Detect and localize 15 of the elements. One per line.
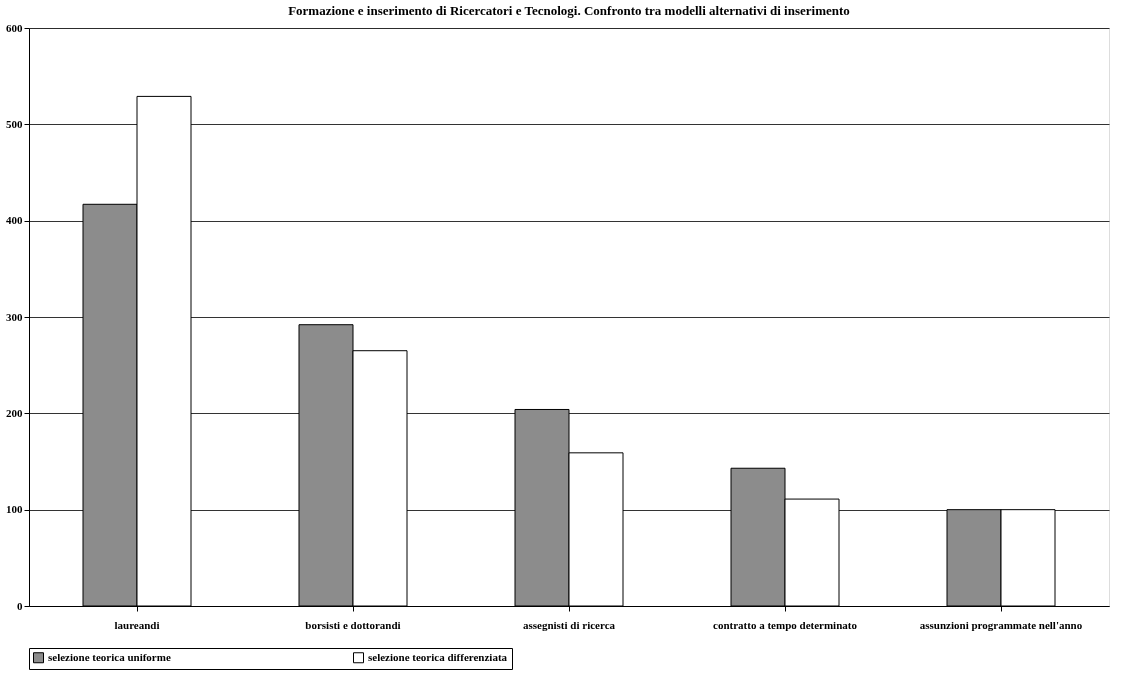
x-tick-label: laureandi	[114, 618, 160, 631]
x-tick-label: assunzioni programmate nell'anno	[919, 618, 1083, 631]
legend-label: selezione teorica uniforme	[48, 650, 171, 663]
y-tick-label: 300	[6, 310, 23, 323]
y-tick-label: 600	[6, 21, 23, 34]
legend-label: selezione teorica differenziata	[368, 650, 508, 663]
y-tick-label: 400	[6, 214, 23, 227]
x-tick-label: assegnisti di ricerca	[522, 618, 616, 631]
y-tick-label: 0	[17, 599, 23, 612]
y-tick-label: 100	[6, 503, 23, 516]
chart-title: Formazione e inserimento di Ricercatori e Tecnologi. Confronto tra modelli alternativi di inserimento	[288, 3, 850, 18]
y-tick-label: 200	[6, 406, 23, 419]
x-tick-label: contratto a tempo determinato	[713, 618, 858, 631]
y-tick-label: 500	[6, 117, 23, 130]
x-tick-label: borsisti e dottorandi	[305, 618, 401, 631]
